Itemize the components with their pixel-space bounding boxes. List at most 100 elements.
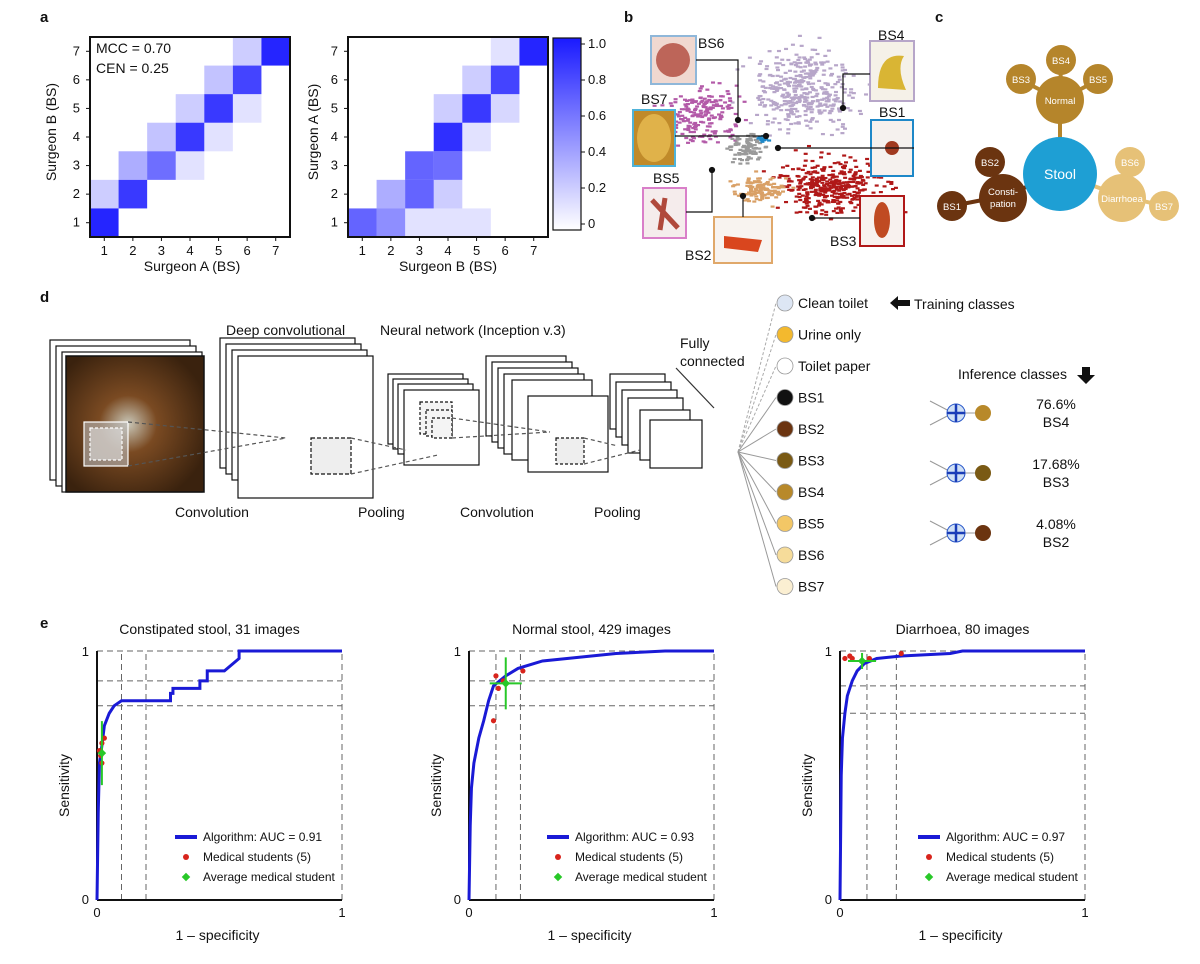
heatmap-cell [204, 122, 233, 152]
roc-ylabel: Sensitivity [56, 754, 72, 817]
heatmap-right: 1 1 2 2 3 3 4 4 5 5 6 6 7 7 [331, 36, 549, 258]
cen-annotation: CEN = 0.25 [96, 60, 169, 76]
heatmap-cell [376, 179, 406, 209]
x-tick-label: 1 [338, 905, 345, 920]
tick-label: 2 [331, 186, 338, 201]
student-point [866, 655, 873, 662]
class-dot [776, 452, 794, 469]
heatmap-cell [433, 94, 463, 123]
panel-label-b: b [624, 9, 633, 26]
colorbar-tick-label: 1.0 [588, 36, 606, 51]
tick-label: 5 [331, 100, 338, 115]
tick-label: 7 [530, 243, 537, 258]
x-tick-label: 1 [710, 905, 717, 920]
stage-label-convolution-2: Convolution [460, 504, 534, 520]
stage-label-convolution-1: Convolution [175, 504, 249, 520]
legend-swatch-students [926, 854, 932, 860]
class-label: Toilet paper [798, 358, 871, 374]
inference-results: 76.6% BS4 17.68% BS3 4.08% BS2 [929, 396, 1080, 550]
mcc-annotation: MCC = 0.70 [96, 40, 171, 56]
heatmap-cell [90, 208, 119, 237]
roc-title: Diarrhoea, 80 images [896, 621, 1030, 637]
tick-label: 1 [101, 243, 108, 258]
heatmap-cell [261, 37, 290, 66]
tree-leaf-bs2: BS2 [981, 158, 999, 169]
tick-label: 4 [444, 243, 451, 258]
colorbar-tick-label: 0.8 [588, 72, 606, 87]
heatmap-cell [490, 37, 520, 66]
heatmap-cell [175, 94, 205, 123]
legend-swatch-average [553, 872, 563, 882]
heatmap-cell [462, 122, 491, 152]
heatmap-left-xlabel: Surgeon A (BS) [144, 258, 241, 274]
legend-label-average: Average medical student [203, 870, 336, 884]
y-tick-label: 0 [82, 892, 89, 907]
heatmap-cell [175, 122, 205, 152]
heatmap-cell [232, 65, 262, 95]
heatmap-cell [232, 37, 262, 66]
heatmap-cell [462, 65, 491, 95]
class-label: BS7 [798, 579, 825, 595]
tick-label: 7 [73, 43, 80, 58]
heatmap-cell [433, 151, 463, 180]
roc-chart-constipated: Constipated stool, 31 images 0 1 0 1 1 – spec… [56, 621, 346, 943]
roc-curve-algorithm [838, 649, 1085, 901]
legend-swatch-students [183, 854, 189, 860]
tree-label-diarrhoea: Diarrhoea [1101, 194, 1143, 205]
inference-arrow-icon [1077, 367, 1095, 384]
heatmap-cell [405, 208, 434, 237]
colorbar-tick-label: 0 [588, 216, 595, 231]
panel-label-a: a [40, 9, 49, 26]
training-classes-label: Training classes [914, 296, 1015, 312]
heatmap-right-ylabel: Surgeon A (BS) [305, 84, 321, 181]
class-dot [776, 389, 794, 406]
heatmap-cell [204, 65, 233, 95]
tsne-leaders [675, 59, 914, 222]
stage-label-deep-conv: Deep convolutional [226, 322, 345, 338]
y-tick-label: 0 [825, 892, 832, 907]
cnn-diagram [49, 337, 715, 499]
heatmap-cell [490, 65, 520, 95]
inference-class: BS3 [1043, 474, 1070, 490]
tree-leaf-bs7: BS7 [1155, 202, 1173, 213]
stage-label-neural-net: Neural network (Inception v.3) [380, 322, 566, 338]
stage-label-fully: Fully [680, 335, 710, 351]
heatmap-cell [433, 122, 463, 152]
class-dot [776, 546, 794, 564]
class-dot [776, 294, 794, 312]
tree-leaf-bs4: BS4 [1052, 56, 1070, 67]
tsne-label-bs6: BS6 [698, 35, 725, 51]
class-label: BS4 [798, 484, 825, 500]
colorbar-tick-label: 0.6 [588, 108, 606, 123]
legend-label-algorithm: Algorithm: AUC = 0.97 [946, 830, 1065, 844]
output-class-list: Clean toilet Urine only Toilet paper BS1 BS2… [737, 294, 871, 595]
heatmap-cell [376, 208, 406, 237]
panel-label-e: e [40, 615, 48, 632]
student-point [493, 673, 499, 679]
tick-label: 1 [331, 215, 338, 230]
tick-label: 6 [502, 243, 509, 258]
inference-class: BS2 [1043, 534, 1070, 550]
tick-label: 4 [331, 129, 338, 144]
legend-swatch-average [181, 872, 191, 882]
tsne-label-bs2: BS2 [685, 247, 712, 263]
legend-label-students: Medical students (5) [575, 850, 683, 864]
roc-chart-normal: Normal stool, 429 images 0 1 0 1 1 – specific… [428, 621, 718, 943]
class-dot [975, 465, 991, 481]
heatmap-cell [147, 122, 176, 152]
tick-label: 4 [186, 243, 193, 258]
class-dot [776, 326, 794, 343]
training-arrow-icon [890, 296, 910, 310]
tree-leaf-bs6: BS6 [1121, 158, 1139, 169]
roc-xlabel: 1 – specificity [175, 927, 259, 943]
x-tick-label: 0 [836, 905, 843, 920]
x-tick-label: 0 [465, 905, 472, 920]
tick-label: 7 [331, 43, 338, 58]
panel-label-d: d [40, 289, 49, 306]
heatmap-cell [405, 151, 434, 180]
tsne-label-bs3: BS3 [830, 233, 857, 249]
tick-label: 1 [359, 243, 366, 258]
x-tick-label: 1 [1081, 905, 1088, 920]
legend-label-students: Medical students (5) [946, 850, 1054, 864]
legend-label-algorithm: Algorithm: AUC = 0.93 [575, 830, 694, 844]
